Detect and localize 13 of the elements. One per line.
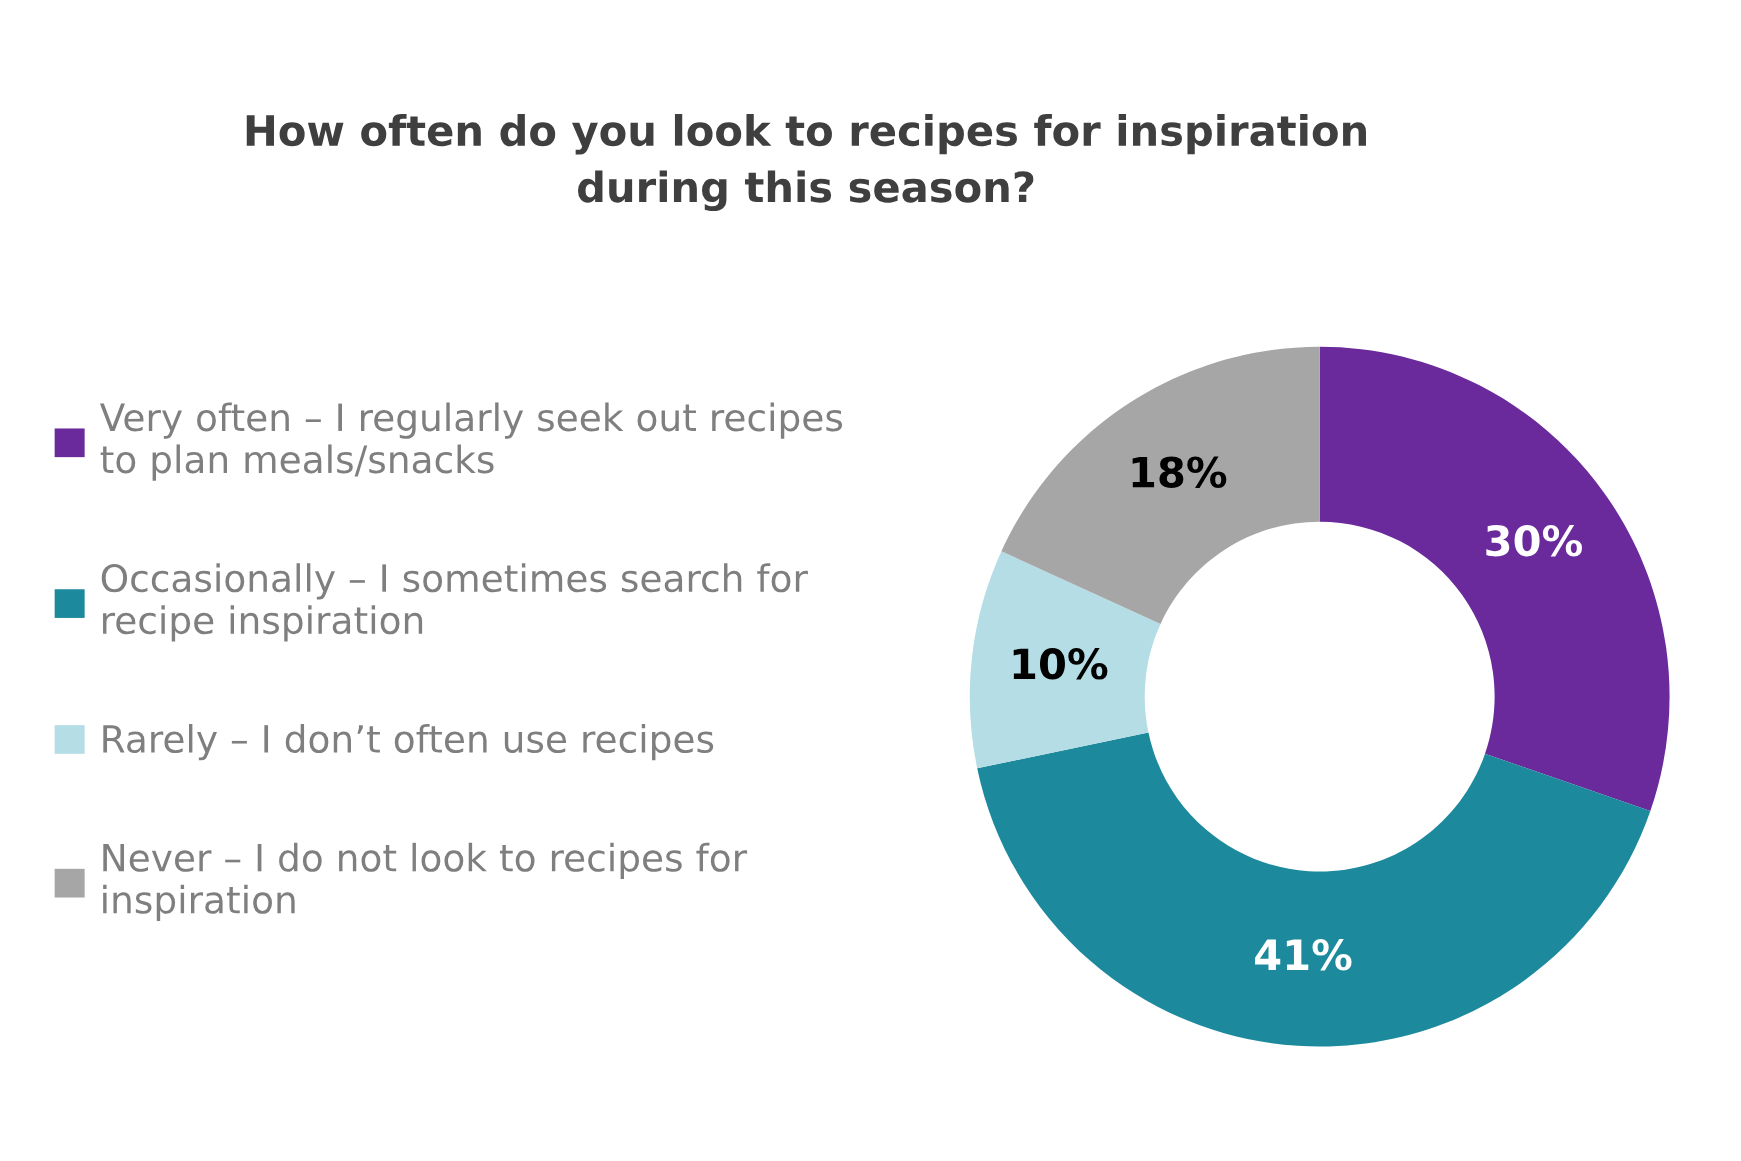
legend-label: Occasionally – I sometimes search for recipe inspiration — [101, 563, 808, 642]
donut-slice — [977, 732, 1651, 1047]
data-label: 10% — [1013, 648, 1108, 680]
legend-label: Rarely – I don’t often use recipes — [103, 724, 714, 761]
data-label: 30% — [1486, 524, 1582, 557]
donut-slice — [1001, 346, 1320, 624]
data-label: 41% — [1255, 939, 1352, 971]
donut-slice — [1319, 346, 1670, 812]
legend-label: Never – I do not look to recipes for inspiration — [103, 842, 748, 922]
donut-slice — [969, 551, 1161, 769]
chart-title: How often do you look to recipes for inspiration during this season? — [246, 113, 1366, 212]
legend-label: Very often – I regularly seek out recipes to plan meals/snacks — [99, 402, 843, 481]
data-label: 18% — [1132, 456, 1227, 488]
